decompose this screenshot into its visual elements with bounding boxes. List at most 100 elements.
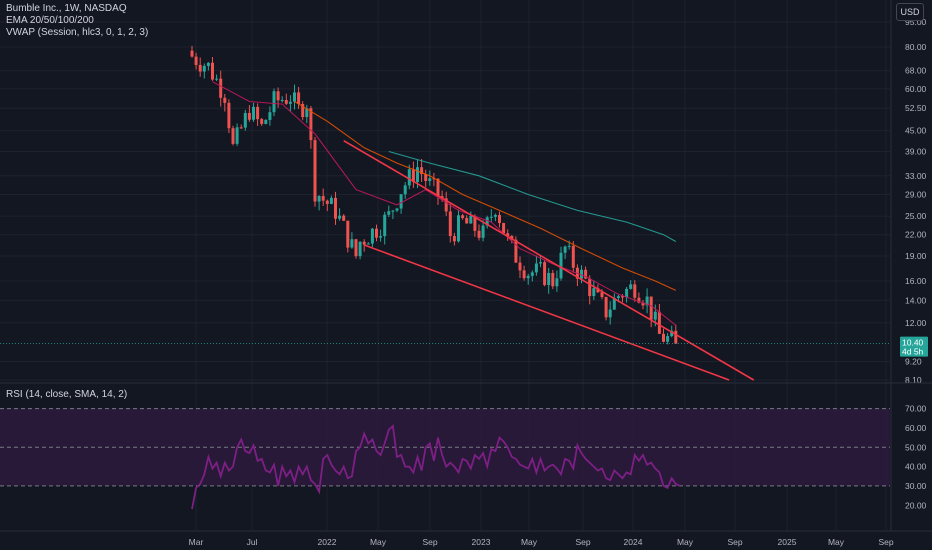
candle-body xyxy=(670,330,674,337)
candle-body xyxy=(645,296,649,306)
candle-body xyxy=(256,106,260,120)
rsi-tick-label: 70.00 xyxy=(905,404,927,414)
candle-body xyxy=(436,178,440,197)
candle-body xyxy=(621,296,624,298)
time-tick-label: Sep xyxy=(422,537,437,547)
rsi-legend[interactable]: RSI (14, close, SMA, 14, 2) xyxy=(6,389,128,400)
candle-body xyxy=(350,239,354,248)
price-tick-label: 22.00 xyxy=(905,230,927,240)
candle-body xyxy=(514,239,518,263)
symbol-legend[interactable]: Bumble Inc., 1W, NASDAQ xyxy=(6,3,127,14)
candle-body xyxy=(239,127,243,129)
candle-body xyxy=(293,92,296,102)
candle-body xyxy=(481,225,485,238)
vwap-legend[interactable]: VWAP (Session, hlc3, 0, 1, 2, 3) xyxy=(6,27,149,38)
candle-body xyxy=(657,311,661,334)
candle-body xyxy=(461,215,465,218)
candle-body xyxy=(391,210,395,212)
candle-body xyxy=(588,278,592,297)
candle-body xyxy=(674,330,678,344)
price-tick-label: 60.00 xyxy=(905,84,927,94)
candle-body xyxy=(530,272,534,276)
countdown-label: 4d 5h xyxy=(902,347,924,357)
candle-body xyxy=(297,92,301,104)
candle-body xyxy=(325,200,329,204)
price-tick-label: 45.00 xyxy=(905,126,927,136)
candle-body xyxy=(567,245,571,247)
candle-body xyxy=(469,215,473,224)
candle-body xyxy=(559,252,563,279)
candle-body xyxy=(338,215,342,219)
candle-body xyxy=(608,309,612,318)
candle-body xyxy=(334,197,337,219)
candle-body xyxy=(243,112,247,128)
candle-body xyxy=(612,297,616,310)
candle-body xyxy=(280,100,284,102)
candle-body xyxy=(366,243,370,245)
candle-body xyxy=(465,217,469,224)
candle-body xyxy=(362,241,366,245)
ema-legend[interactable]: EMA 20/50/100/200 xyxy=(6,15,94,26)
candle-body xyxy=(411,169,415,182)
candle-body xyxy=(223,97,227,103)
candle-body xyxy=(305,108,309,118)
candle-body xyxy=(493,214,497,217)
candle-body xyxy=(288,101,292,104)
rsi-line xyxy=(191,424,681,510)
trendlines[interactable] xyxy=(343,139,755,381)
candle-body xyxy=(580,269,583,279)
candle-body xyxy=(518,262,522,271)
candle-body xyxy=(260,119,264,124)
candle-body xyxy=(596,288,600,293)
candle-body xyxy=(227,102,231,129)
candle-body xyxy=(321,196,325,201)
candle-body xyxy=(354,239,358,257)
price-tick-label: 8.10 xyxy=(905,375,922,385)
price-tick-label: 9.20 xyxy=(905,356,922,366)
price-tick-label: 39.00 xyxy=(905,146,927,156)
candle-body xyxy=(395,208,399,211)
rsi-band xyxy=(0,408,890,487)
candle-body xyxy=(522,270,526,279)
candle-body xyxy=(375,228,378,238)
candle-body xyxy=(563,246,567,253)
candle-body xyxy=(383,214,387,237)
candle-body xyxy=(633,284,637,298)
candle-body xyxy=(272,91,276,113)
candle-body xyxy=(190,50,194,57)
candle-body xyxy=(235,127,239,144)
time-tick-label: 2023 xyxy=(472,537,491,547)
candle-body xyxy=(301,103,305,118)
time-tick-label: May xyxy=(828,537,845,547)
time-tick-label: 2025 xyxy=(778,537,797,547)
candle-body xyxy=(526,275,530,279)
rsi-series xyxy=(191,424,681,510)
time-tick-label: Mar xyxy=(189,537,204,547)
rsi-tick-label: 50.00 xyxy=(905,442,927,452)
ema-line xyxy=(388,150,677,242)
candle-body xyxy=(592,288,596,297)
candle-body xyxy=(485,217,489,226)
wedge-trendline xyxy=(343,139,755,381)
candle-body xyxy=(584,269,588,279)
currency-button[interactable]: USD xyxy=(896,3,924,21)
candle-body xyxy=(342,215,346,221)
candle-body xyxy=(211,62,214,80)
candle-body xyxy=(649,296,653,320)
time-tick-label: May xyxy=(677,537,694,547)
price-tick-label: 52.50 xyxy=(905,103,927,113)
candle-body xyxy=(666,336,670,342)
candlestick-series xyxy=(190,45,678,345)
candle-body xyxy=(358,241,362,257)
price-tick-label: 33.00 xyxy=(905,171,927,181)
candle-body xyxy=(641,302,645,306)
candle-body xyxy=(653,311,657,320)
candle-body xyxy=(264,119,268,124)
time-tick-label: 2022 xyxy=(318,537,337,547)
candle-body xyxy=(379,236,383,238)
time-tick-label: Sep xyxy=(727,537,742,547)
candle-body xyxy=(473,215,477,231)
candle-body xyxy=(571,245,575,268)
candle-body xyxy=(506,233,510,236)
